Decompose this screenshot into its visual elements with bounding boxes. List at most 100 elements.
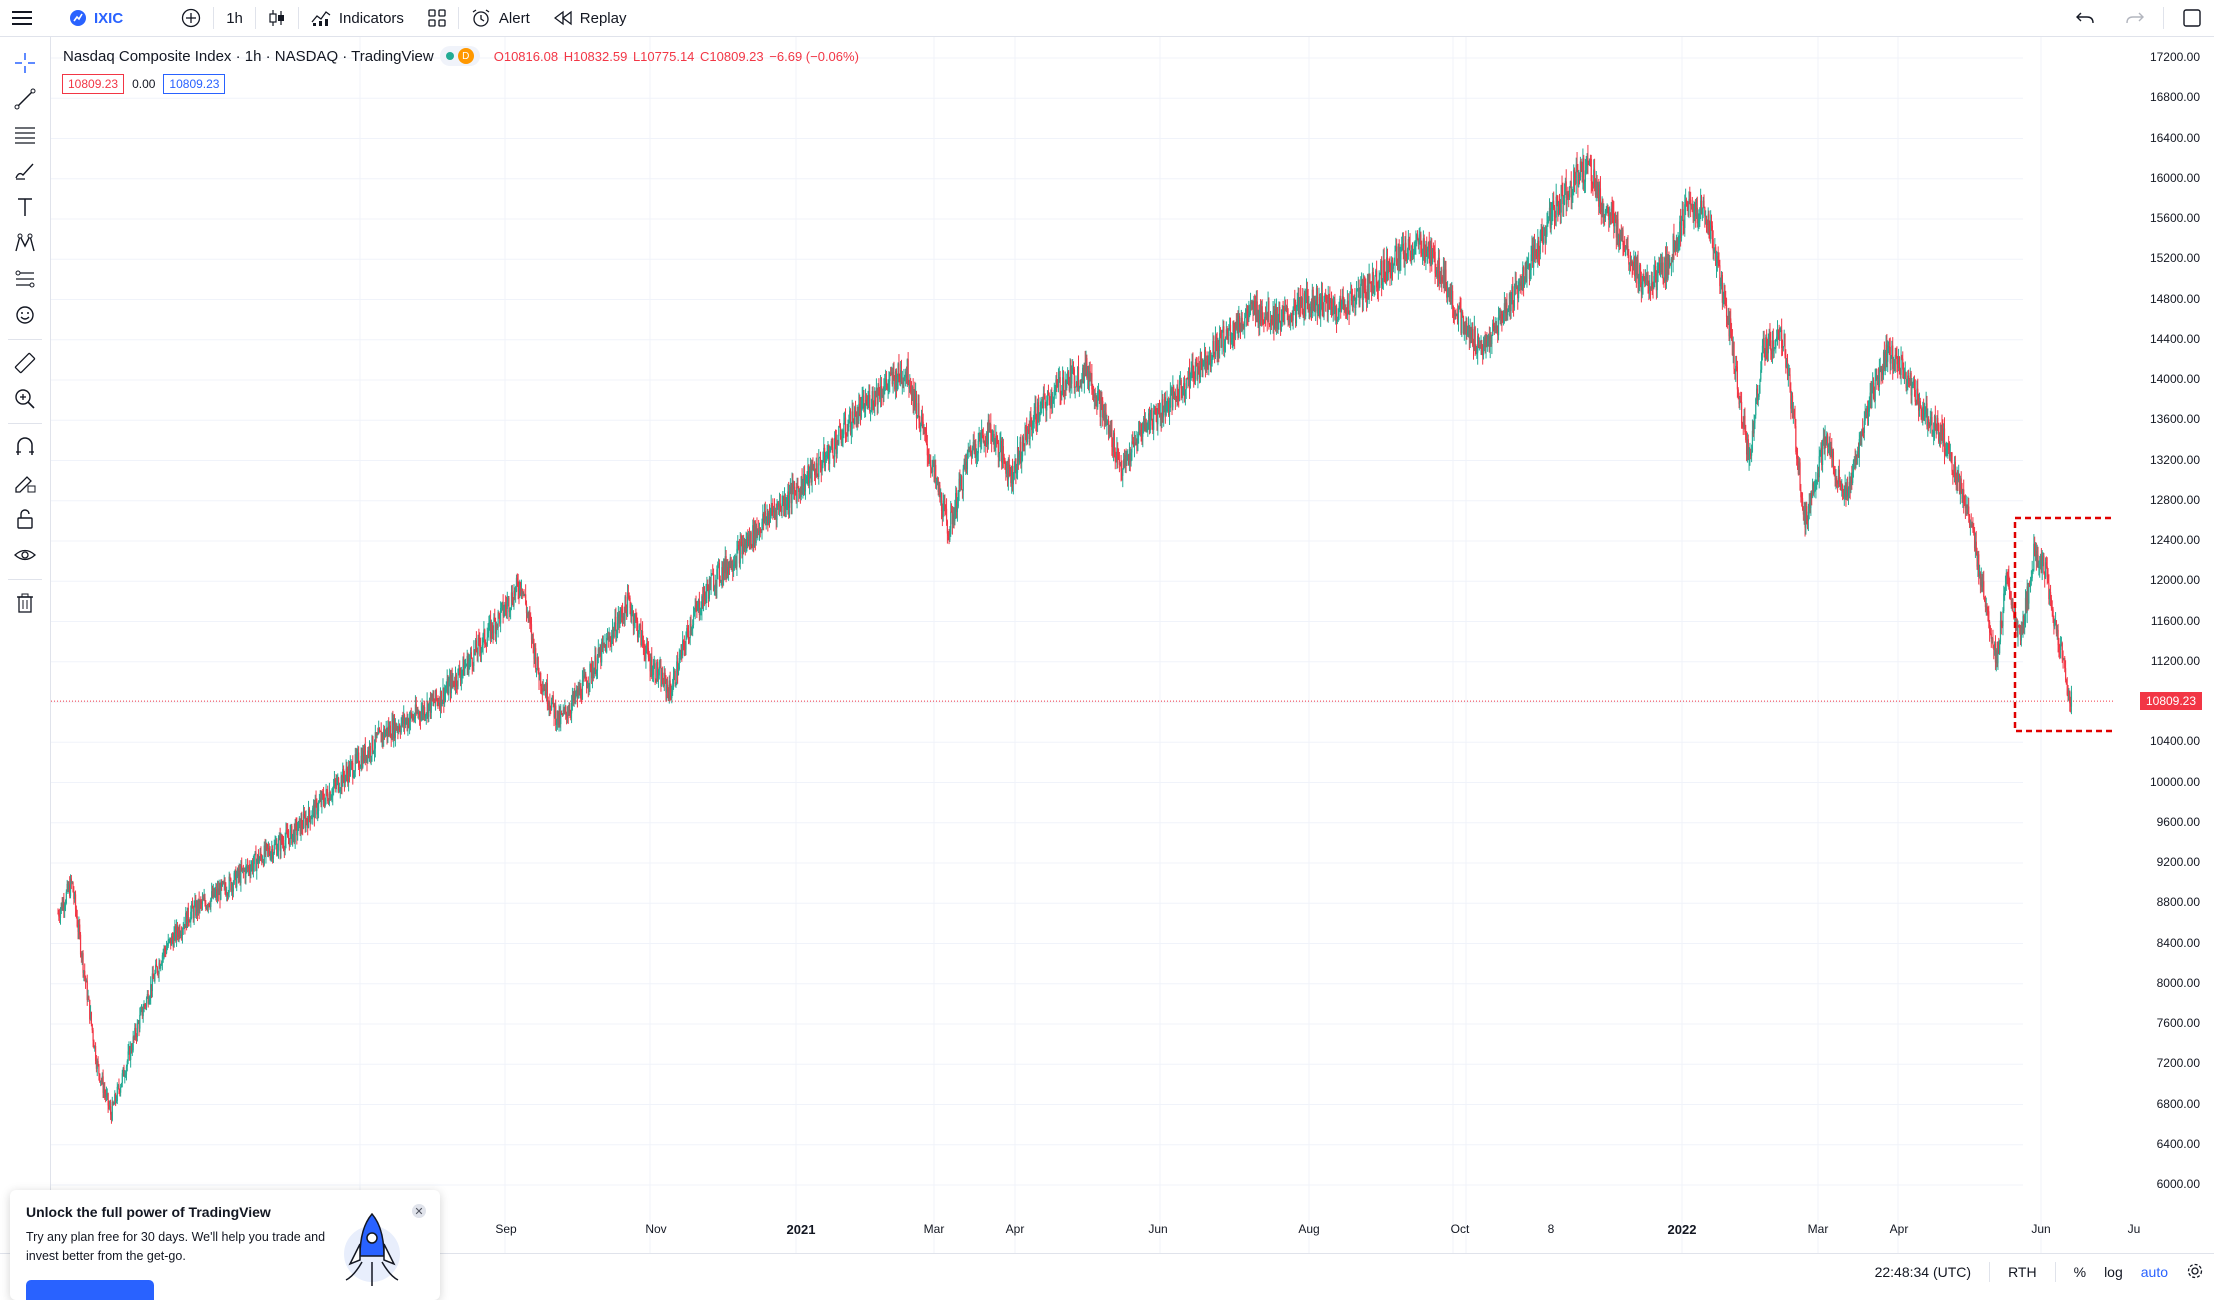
price-axis-label: 14400.00	[2150, 332, 2200, 346]
hide-drawings-tool[interactable]	[9, 539, 41, 571]
price-chart[interactable]	[51, 37, 2115, 1253]
candle-body	[120, 1087, 121, 1093]
candle-body	[1983, 581, 1984, 597]
buy-button[interactable]: 10809.23	[163, 74, 225, 94]
candle-body	[535, 648, 536, 669]
last-price-label: 10809.23	[2140, 692, 2202, 710]
candle-body	[751, 532, 752, 545]
candle-body	[1122, 469, 1123, 476]
remove-drawings-tool[interactable]	[9, 587, 41, 619]
candle-body	[254, 854, 255, 864]
fib-tool[interactable]	[9, 119, 41, 151]
interval-button[interactable]: 1h	[214, 0, 255, 36]
price-axis-label: 12400.00	[2150, 533, 2200, 547]
ruler-lines-icon	[13, 267, 37, 291]
candle-body	[1213, 341, 1214, 352]
toolbar-divider	[8, 579, 42, 580]
candle-body	[1394, 251, 1395, 262]
candle-body	[309, 808, 310, 816]
candle-body	[1917, 389, 1918, 395]
candle-body	[1063, 377, 1064, 391]
lock-drawings-tool[interactable]	[9, 503, 41, 535]
candle-body	[1374, 277, 1375, 290]
redo-icon	[2125, 10, 2145, 26]
candle-body	[1779, 332, 1780, 339]
candle-body	[935, 465, 936, 479]
candle-body	[1681, 219, 1682, 238]
replay-button[interactable]: Replay	[542, 0, 639, 36]
zoom-tool[interactable]	[9, 383, 41, 415]
price-axis-label: 10400.00	[2150, 734, 2200, 748]
time-axis-label: Oct	[1451, 1222, 1470, 1236]
candle-body	[1353, 300, 1354, 307]
candle-body	[655, 663, 656, 679]
time-axis-label: Jun	[1148, 1222, 1167, 1236]
toolbar-divider	[8, 339, 42, 340]
symbol-search-button[interactable]: IXIC	[44, 0, 135, 36]
price-axis-label: 11200.00	[2151, 654, 2200, 668]
candle-body	[1908, 376, 1909, 379]
candle-body	[1703, 201, 1704, 208]
candle-body	[1186, 378, 1187, 389]
top-right-tools	[2063, 0, 2214, 36]
candle-body	[688, 631, 689, 638]
lock-open-icon	[13, 507, 37, 531]
candle-body	[1244, 318, 1245, 327]
candle-body	[1458, 307, 1459, 324]
compare-symbol-button[interactable]	[135, 0, 213, 36]
trend-line-tool[interactable]	[9, 83, 41, 115]
candle-body	[963, 469, 964, 491]
crosshair-tool[interactable]	[9, 47, 41, 79]
pencil-lock-icon	[13, 471, 37, 495]
price-axis-label: 14000.00	[2150, 372, 2200, 386]
candle-body	[154, 973, 155, 981]
candle-body	[832, 447, 833, 456]
candle-body	[838, 426, 839, 444]
market-status[interactable]: D	[440, 46, 480, 66]
text-tool[interactable]	[9, 191, 41, 223]
indicators-label: Indicators	[339, 10, 404, 27]
chart-type-button[interactable]	[256, 0, 298, 36]
candle-body	[146, 998, 147, 1005]
indicators-button[interactable]: Indicators	[299, 0, 416, 36]
stay-drawing-tool[interactable]	[9, 467, 41, 499]
alert-button[interactable]: Alert	[459, 0, 542, 36]
trash-icon	[13, 591, 37, 615]
menu-button[interactable]	[0, 0, 44, 36]
candle-body	[1726, 305, 1727, 317]
layout-button[interactable]	[2170, 0, 2214, 36]
chart-pane[interactable]	[51, 37, 2115, 1253]
candle-body	[789, 493, 790, 508]
time-axis-label: 8	[1548, 1222, 1555, 1236]
fib-lines-icon	[13, 123, 37, 147]
icon-tool[interactable]	[9, 299, 41, 331]
prediction-tool[interactable]	[9, 263, 41, 295]
plus-circle-icon	[181, 8, 201, 28]
brush-tool[interactable]	[9, 155, 41, 187]
measure-tool[interactable]	[9, 347, 41, 379]
candle-body	[2043, 556, 2044, 573]
time-axis-label: Mar	[924, 1222, 945, 1236]
candle-body	[310, 819, 311, 823]
replay-label: Replay	[580, 10, 627, 27]
templates-button[interactable]	[416, 0, 458, 36]
sell-button[interactable]: 10809.23	[62, 74, 124, 94]
price-axis-label: 16400.00	[2150, 131, 2200, 145]
candle-body	[471, 652, 472, 658]
smiley-icon	[13, 303, 37, 327]
candle-body	[1074, 369, 1075, 388]
pattern-tool[interactable]	[9, 227, 41, 259]
order-buttons: 10809.23 0.00 10809.23	[62, 74, 225, 94]
redo-button[interactable]	[2113, 0, 2157, 36]
price-axis-label: 7600.00	[2157, 1016, 2200, 1030]
candle-body	[1741, 402, 1742, 423]
ohlc-values: O10816.08 H10832.59 L10775.14 C10809.23 …	[494, 49, 861, 64]
candle-body	[869, 395, 870, 411]
magnet-tool[interactable]	[9, 431, 41, 463]
candle-body	[99, 1074, 100, 1082]
candle-body	[829, 451, 830, 464]
candle-body	[675, 671, 676, 684]
price-axis-label: 8800.00	[2157, 895, 2200, 909]
candle-body	[1170, 394, 1171, 408]
undo-button[interactable]	[2063, 0, 2107, 36]
